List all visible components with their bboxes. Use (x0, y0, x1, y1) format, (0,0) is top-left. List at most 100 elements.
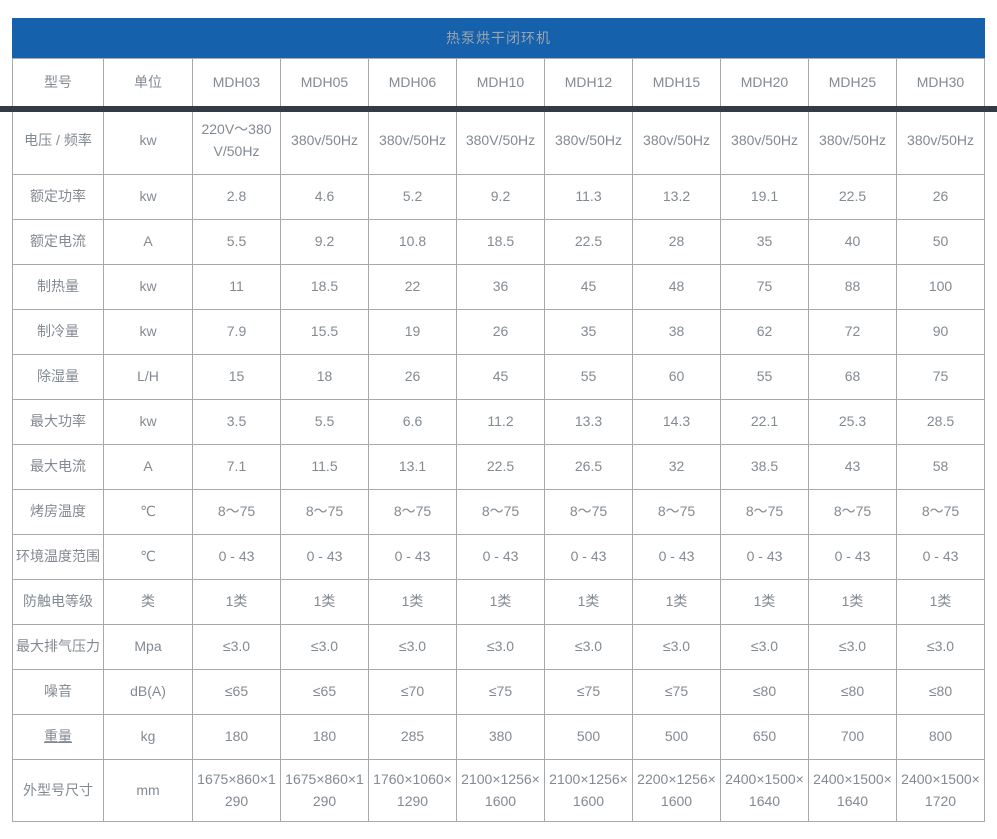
spec-table: 型号 单位 MDH03 MDH05 MDH06 MDH10 MDH12 MDH15 MDH20 M… (12, 58, 985, 822)
value-cell: 43 (808, 444, 897, 490)
value-cell: 19.1 (720, 174, 809, 220)
unit-cell: dB(A) (103, 669, 193, 715)
row-label-cell: 烤房温度 (12, 489, 104, 535)
value-cell: 18 (280, 354, 369, 400)
value-cell: ≤80 (896, 669, 985, 715)
table-row: 制热量 kw 11 18.5 22 36 45 48 75 88 100 (12, 264, 985, 310)
value-cell: ≤3.0 (456, 624, 545, 670)
value-cell: 55 (720, 354, 809, 400)
value-cell: 380v/50Hz (632, 106, 721, 175)
value-cell: 8～75 (808, 489, 897, 535)
value-cell: 2100×1256×1600 (544, 759, 633, 822)
value-cell: 3.5 (192, 399, 281, 445)
spec-sheet: 热泵烘干闭环机 型号 单位 MDH03 MDH05 MDH06 MDH10 MDH12 MDH… (12, 18, 985, 822)
row-label-cell: 最大排气压力 (12, 624, 104, 670)
column-header: MDH03 (192, 58, 281, 107)
unit-cell: mm (103, 759, 193, 822)
value-cell: ≤70 (368, 669, 457, 715)
value-cell: 8～75 (368, 489, 457, 535)
value-cell: 8～75 (896, 489, 985, 535)
value-cell: 25.3 (808, 399, 897, 445)
value-cell: 380 (456, 714, 545, 760)
value-cell: 6.6 (368, 399, 457, 445)
value-cell: 22.5 (808, 174, 897, 220)
value-cell: 11.2 (456, 399, 545, 445)
value-cell: 60 (632, 354, 721, 400)
table-row: 最大电流 A 7.1 11.5 13.1 22.5 26.5 32 38.5 43 58 (12, 444, 985, 490)
row-label-cell: 额定功率 (12, 174, 104, 220)
value-cell: 18.5 (280, 264, 369, 310)
row-label-cell: 最大功率 (12, 399, 104, 445)
unit-cell: kw (103, 399, 193, 445)
value-cell: 380v/50Hz (896, 106, 985, 175)
column-header: MDH10 (456, 58, 545, 107)
value-cell: 1类 (192, 579, 281, 625)
value-cell: 8～75 (632, 489, 721, 535)
value-cell: 32 (632, 444, 721, 490)
value-cell: 380v/50Hz (280, 106, 369, 175)
value-cell: 100 (896, 264, 985, 310)
value-cell: 72 (808, 309, 897, 355)
value-cell: 90 (896, 309, 985, 355)
value-cell: 0 - 43 (368, 534, 457, 580)
header-row: 型号 单位 MDH03 MDH05 MDH06 MDH10 MDH12 MDH15 MDH20 M… (12, 58, 985, 107)
value-cell: 180 (192, 714, 281, 760)
unit-cell: kw (103, 174, 193, 220)
row-label-cell: 噪音 (12, 669, 104, 715)
value-cell: 58 (896, 444, 985, 490)
row-label-cell: 外型号尺寸 (12, 759, 104, 822)
value-cell: 22.5 (456, 444, 545, 490)
column-header: MDH06 (368, 58, 457, 107)
value-cell: ≤3.0 (544, 624, 633, 670)
value-cell: 26 (456, 309, 545, 355)
value-cell: 0 - 43 (896, 534, 985, 580)
value-cell: 9.2 (456, 174, 545, 220)
value-cell: 380v/50Hz (368, 106, 457, 175)
value-cell: ≤80 (720, 669, 809, 715)
value-cell: 11.5 (280, 444, 369, 490)
value-cell: ≤80 (808, 669, 897, 715)
table-row: 最大排气压力 Mpa ≤3.0 ≤3.0 ≤3.0 ≤3.0 ≤3.0 ≤3.0 ≤3.0 ≤3.… (12, 624, 985, 670)
value-cell: 500 (544, 714, 633, 760)
spec-table-body: 电压 / 频率 kw 220V～380 V/50Hz 380v/50Hz 380v/50… (12, 106, 985, 822)
value-cell: ≤75 (456, 669, 545, 715)
column-header: MDH05 (280, 58, 369, 107)
unit-cell: 类 (103, 579, 193, 625)
value-cell: 38.5 (720, 444, 809, 490)
value-cell: 700 (808, 714, 897, 760)
value-cell: 2400×1500×1720 (896, 759, 985, 822)
value-cell: ≤65 (280, 669, 369, 715)
value-cell: 75 (896, 354, 985, 400)
unit-cell: ℃ (103, 489, 193, 535)
row-label-cell: 除湿量 (12, 354, 104, 400)
value-cell: 28 (632, 219, 721, 265)
table-row: 环境温度范围 ℃ 0 - 43 0 - 43 0 - 43 0 - 43 0 - 43 0 -… (12, 534, 985, 580)
value-cell: 0 - 43 (280, 534, 369, 580)
unit-cell: Mpa (103, 624, 193, 670)
value-cell: 18.5 (456, 219, 545, 265)
value-cell: ≤3.0 (632, 624, 721, 670)
value-cell: 68 (808, 354, 897, 400)
value-cell: 1类 (456, 579, 545, 625)
value-cell: ≤3.0 (720, 624, 809, 670)
value-cell: 0 - 43 (808, 534, 897, 580)
value-cell: ≤75 (632, 669, 721, 715)
value-cell: 2200×1256×1600 (632, 759, 721, 822)
value-cell: 26 (896, 174, 985, 220)
value-cell: 5.5 (192, 219, 281, 265)
table-row: 最大功率 kw 3.5 5.5 6.6 11.2 13.3 14.3 22.1 25.3 28.5 (12, 399, 985, 445)
value-cell: 1类 (280, 579, 369, 625)
value-cell: 26.5 (544, 444, 633, 490)
value-cell: ≤3.0 (808, 624, 897, 670)
value-cell: 380v/50Hz (720, 106, 809, 175)
value-cell: 55 (544, 354, 633, 400)
value-cell: 1760×1060×1290 (368, 759, 457, 822)
value-cell: 0 - 43 (456, 534, 545, 580)
value-cell: 1类 (632, 579, 721, 625)
value-cell: ≤3.0 (280, 624, 369, 670)
value-cell: 35 (544, 309, 633, 355)
value-cell: 26 (368, 354, 457, 400)
value-cell: 13.2 (632, 174, 721, 220)
value-cell: 13.3 (544, 399, 633, 445)
table-row: 额定功率 kw 2.8 4.6 5.2 9.2 11.3 13.2 19.1 22.5 26 (12, 174, 985, 220)
